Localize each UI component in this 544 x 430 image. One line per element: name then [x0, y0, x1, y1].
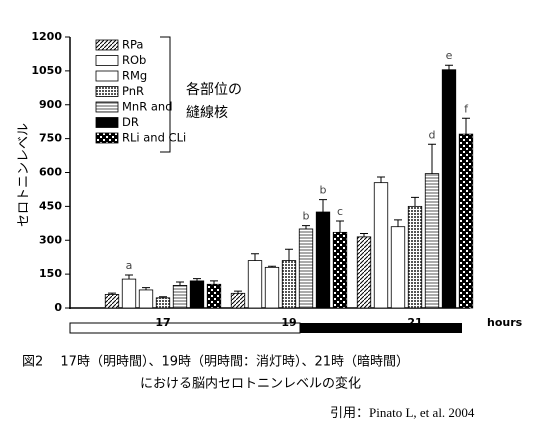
bar: [332, 231, 348, 309]
error-bar: [176, 281, 184, 286]
error-bar: [302, 225, 310, 229]
bar: [298, 228, 314, 309]
legend-bracket: [160, 36, 171, 153]
error-bar: [193, 278, 201, 281]
x-tick-label: 21: [407, 316, 422, 329]
error-bar: [285, 248, 293, 261]
bar: [264, 266, 280, 309]
y-tick-label: 1200: [31, 30, 62, 43]
error-bar: [462, 117, 470, 135]
y-tick-label: 0: [54, 301, 62, 314]
annotation: e: [446, 49, 453, 62]
y-axis-label: セロトニンレベル: [17, 123, 32, 227]
bar: [247, 260, 263, 309]
bar: [206, 283, 222, 309]
note: 縫線核: [186, 105, 228, 121]
legend-swatch: [95, 132, 119, 144]
bar: [138, 289, 154, 309]
y-tick-label: 450: [39, 199, 62, 212]
y-tick-label: 900: [39, 98, 62, 111]
legend-swatch: [95, 101, 119, 113]
light-period: [69, 322, 301, 334]
bar: [155, 297, 171, 309]
error-bar: [336, 220, 344, 233]
annotation: a: [126, 259, 133, 272]
legend-label: ROb: [122, 53, 146, 67]
annotation: b: [303, 210, 310, 223]
bar: [172, 285, 188, 309]
y-tick-label: 600: [39, 166, 62, 179]
bar: [373, 182, 389, 309]
bar: [189, 280, 205, 309]
error-bar: [108, 292, 116, 295]
bar: [315, 211, 331, 309]
annotation: c: [337, 205, 343, 218]
error-bar: [445, 64, 453, 70]
bar: [458, 133, 474, 309]
dark-period: [300, 323, 462, 333]
error-bar: [142, 287, 150, 290]
legend-swatch: [95, 117, 119, 128]
annotation: d: [429, 128, 436, 141]
bar: [424, 173, 440, 309]
error-bar: [428, 143, 436, 174]
bar: [407, 205, 423, 309]
y-tick-label: 1050: [31, 64, 62, 77]
error-bar: [411, 196, 419, 207]
legend-label: DR: [122, 115, 139, 129]
error-bar: [159, 296, 167, 298]
annotation: b: [320, 184, 327, 197]
legend-swatch: [95, 86, 119, 97]
error-bar: [125, 274, 133, 280]
citation: 引用：Pinato L, et al. 2004: [330, 405, 475, 420]
caption: 図2 17時（明時間）、19時（明時間：消灯時）、21時（暗時間）: [22, 355, 409, 370]
x-tick-label: 19: [281, 316, 296, 329]
error-bar: [319, 199, 327, 213]
error-bar: [251, 253, 259, 261]
error-bar: [268, 265, 276, 268]
y-tick-label: 300: [39, 233, 62, 246]
caption: における脳内セロトニンレベルの変化: [140, 376, 361, 392]
bar: [104, 294, 120, 309]
legend-label: RMg: [122, 69, 147, 83]
x-axis-label: hours: [487, 316, 523, 329]
bar: [230, 292, 246, 309]
error-bar: [377, 176, 385, 183]
y-tick-label: 750: [39, 132, 62, 145]
y-tick-label: 150: [39, 267, 62, 280]
note: 各部位の: [186, 82, 242, 98]
error-bar: [234, 290, 242, 294]
legend-label: RLi and CLi: [122, 131, 186, 145]
annotation: f: [464, 102, 469, 115]
error-bar: [360, 232, 368, 237]
legend-swatch: [95, 55, 119, 66]
error-bar: [394, 219, 402, 227]
bar: [281, 260, 297, 309]
legend-swatch: [95, 70, 119, 82]
legend-swatch: [95, 39, 119, 51]
legend-label: MnR and: [122, 100, 173, 114]
bar: [121, 278, 137, 309]
x-tick-label: 17: [155, 316, 170, 329]
error-bar: [210, 280, 218, 285]
bar: [356, 236, 372, 309]
legend-label: PnR: [122, 84, 144, 98]
legend-label: RPa: [122, 38, 143, 52]
bar: [390, 226, 406, 309]
bar: [441, 69, 457, 309]
